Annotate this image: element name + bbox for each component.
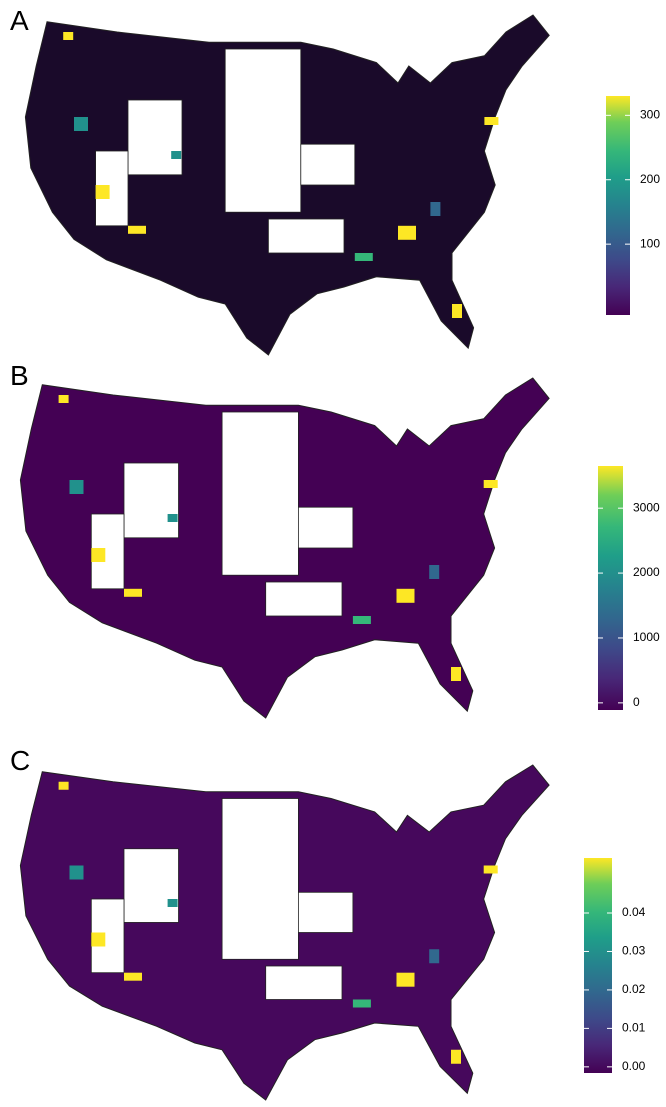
no-data-state — [127, 99, 183, 176]
county-patch — [74, 117, 88, 131]
colorbar-tick-label: 1000 — [633, 630, 660, 644]
colorbar — [598, 466, 623, 710]
no-data-state — [267, 218, 345, 254]
panel-label: C — [10, 745, 30, 776]
county-patch — [352, 616, 371, 624]
county-patch — [451, 667, 461, 681]
county-patch — [91, 932, 106, 947]
county-patch — [352, 999, 371, 1008]
county-patch — [452, 304, 462, 318]
colorbar-tick-label: 3000 — [633, 500, 660, 514]
county-patch — [91, 548, 106, 562]
county-patch — [451, 1049, 461, 1064]
county-patch — [124, 588, 142, 597]
county-patch — [354, 253, 373, 261]
county-patch — [429, 949, 440, 964]
panel-label: A — [10, 5, 29, 36]
colorbar-tick-label: 0.01 — [622, 1021, 646, 1035]
no-data-state — [265, 581, 343, 617]
colorbar — [606, 96, 630, 315]
no-data-state — [123, 848, 179, 923]
county-patch — [63, 32, 74, 40]
map-panel: A 100 200 300 — [10, 5, 660, 356]
no-data-state — [297, 891, 354, 933]
county-patch — [69, 480, 84, 494]
county-patch — [429, 565, 440, 579]
county-patch — [171, 151, 182, 159]
county-patch — [396, 972, 415, 987]
colorbar-tick-label: 2000 — [633, 565, 660, 579]
colorbar — [584, 858, 612, 1073]
county-patch — [398, 225, 416, 240]
no-data-state — [224, 48, 302, 213]
county-patch — [430, 202, 441, 216]
colorbar-tick-label: 0 — [633, 695, 640, 709]
county-patch — [124, 972, 142, 981]
county-patch — [69, 865, 84, 880]
no-data-state — [297, 506, 354, 549]
county-patch — [167, 514, 178, 522]
colorbar-tick-label: 300 — [640, 107, 660, 121]
county-patch — [58, 395, 69, 403]
colorbar-tick-label: 0.00 — [622, 1059, 646, 1073]
colorbar-tick-label: 200 — [640, 172, 660, 186]
no-data-state — [221, 798, 299, 960]
county-patch — [95, 185, 110, 199]
colorbar-tick-label: 100 — [640, 236, 660, 250]
no-data-state — [221, 411, 299, 576]
county-patch — [484, 117, 499, 125]
no-data-state — [265, 965, 343, 1000]
county-patch — [167, 899, 178, 907]
county-patch — [483, 865, 498, 874]
county-patch — [483, 480, 498, 488]
panel-label: B — [10, 360, 29, 391]
county-patch — [128, 225, 146, 234]
map-panel: C 0.00 0.01 0.02 0.03 0.04 — [10, 745, 646, 1101]
colorbar-tick-label: 0.02 — [622, 982, 646, 996]
county-patch — [396, 588, 415, 603]
no-data-state — [300, 143, 356, 186]
map-panel: B 0 1000 2000 3000 — [10, 360, 660, 719]
no-data-state — [123, 462, 179, 539]
county-patch — [58, 781, 69, 790]
colorbar-tick-label: 0.04 — [622, 905, 646, 919]
colorbar-tick-label: 0.03 — [622, 944, 646, 958]
